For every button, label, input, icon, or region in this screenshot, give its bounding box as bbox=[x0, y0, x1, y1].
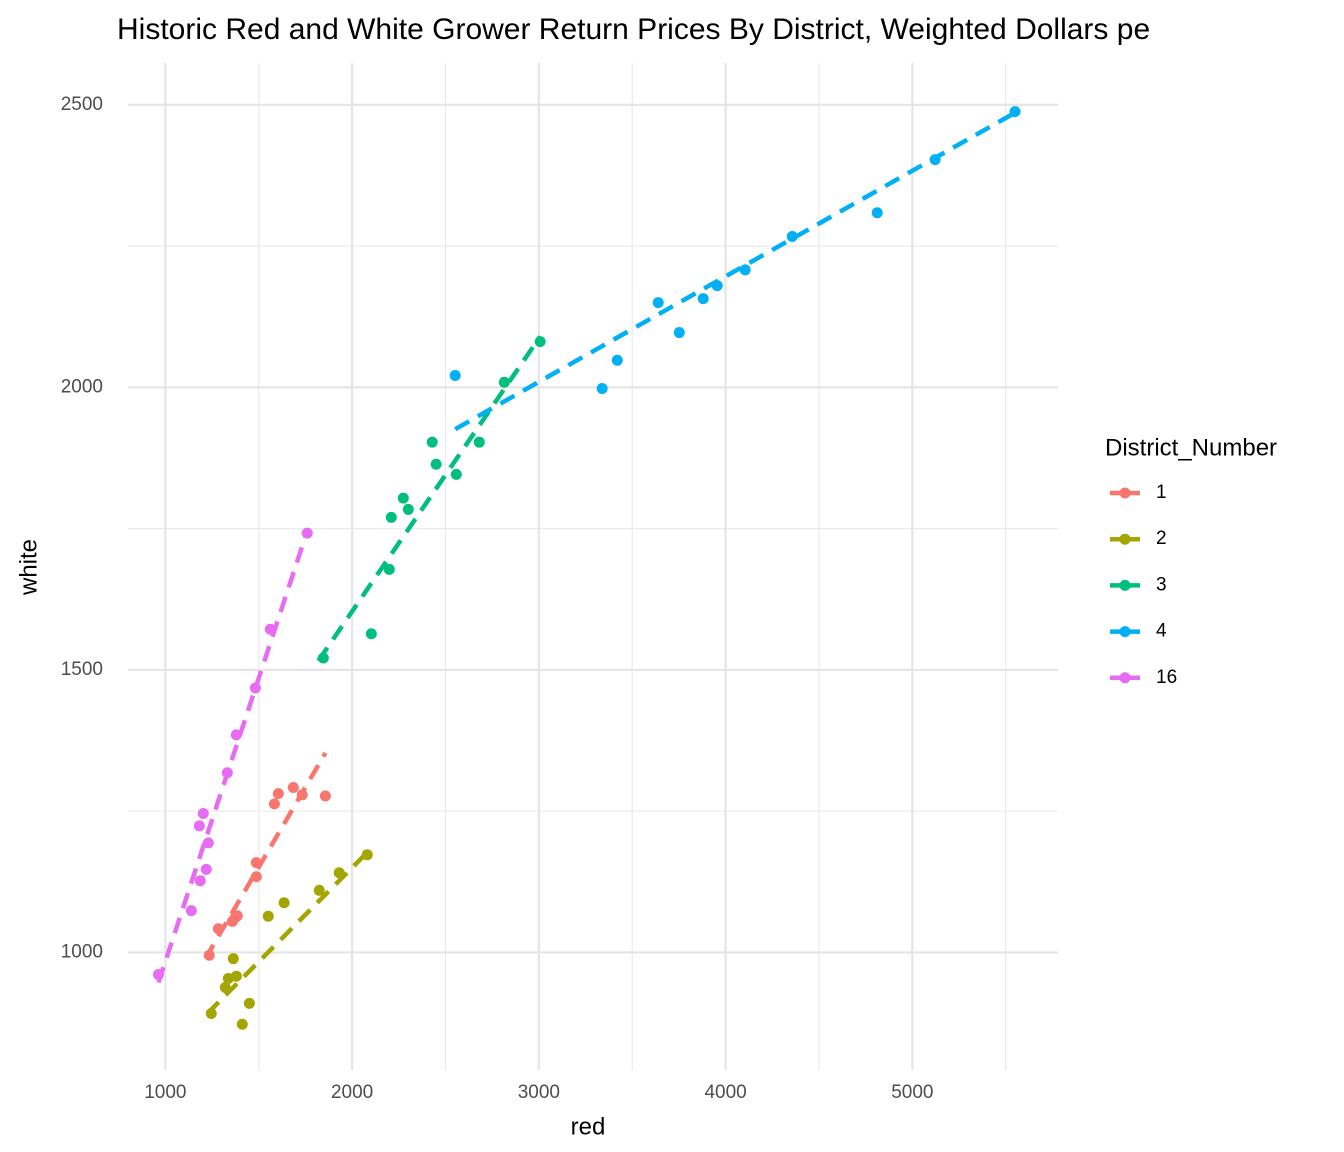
data-point bbox=[739, 264, 751, 276]
data-point bbox=[250, 857, 262, 869]
data-point bbox=[319, 790, 331, 802]
data-point bbox=[673, 327, 685, 339]
data-point bbox=[250, 871, 262, 883]
data-point bbox=[278, 897, 290, 909]
data-point bbox=[194, 875, 206, 887]
data-point bbox=[249, 682, 261, 694]
legend-key-point bbox=[1119, 533, 1131, 545]
y-tick-label: 1000 bbox=[61, 941, 103, 962]
data-point bbox=[871, 207, 883, 219]
data-point bbox=[221, 767, 233, 779]
data-point bbox=[534, 336, 546, 348]
data-point bbox=[652, 297, 664, 309]
data-point bbox=[264, 623, 276, 635]
legend-key-point bbox=[1119, 487, 1131, 499]
legend-label: 16 bbox=[1156, 667, 1177, 688]
data-point bbox=[200, 863, 212, 875]
data-point bbox=[711, 280, 723, 292]
legend-label: 4 bbox=[1156, 621, 1167, 642]
data-point bbox=[296, 789, 308, 801]
y-tick-label: 1500 bbox=[61, 659, 103, 680]
data-point bbox=[383, 563, 395, 575]
data-point bbox=[397, 492, 409, 504]
legend-label: 2 bbox=[1156, 528, 1167, 549]
data-point bbox=[236, 1018, 248, 1030]
data-point bbox=[227, 953, 239, 965]
legend-title: District_Number bbox=[1105, 434, 1277, 461]
data-point bbox=[230, 970, 242, 982]
legend-label: 3 bbox=[1156, 574, 1167, 595]
data-point bbox=[313, 884, 325, 896]
legend-label: 1 bbox=[1156, 482, 1167, 503]
data-point bbox=[205, 1007, 217, 1019]
data-point bbox=[287, 781, 299, 793]
data-point bbox=[365, 628, 377, 640]
trend-line bbox=[203, 751, 328, 960]
data-point bbox=[596, 382, 608, 394]
data-point bbox=[786, 230, 798, 242]
data-point bbox=[929, 154, 941, 166]
x-tick-label: 3000 bbox=[518, 1082, 560, 1103]
data-point bbox=[268, 798, 280, 810]
data-point bbox=[361, 849, 373, 861]
data-point bbox=[697, 293, 709, 305]
data-point bbox=[197, 807, 209, 819]
data-point bbox=[272, 788, 284, 800]
data-point bbox=[219, 981, 231, 993]
data-point bbox=[473, 436, 485, 448]
data-point bbox=[426, 436, 438, 448]
data-point bbox=[202, 837, 214, 849]
legend-key-point bbox=[1119, 626, 1131, 638]
x-tick-label: 4000 bbox=[704, 1082, 746, 1103]
data-point bbox=[1009, 106, 1021, 118]
x-tick-label: 1000 bbox=[144, 1082, 186, 1103]
x-tick-label: 2000 bbox=[331, 1082, 373, 1103]
y-tick-label: 2000 bbox=[61, 376, 103, 397]
data-point bbox=[449, 369, 461, 381]
y-axis-title: white bbox=[15, 539, 42, 596]
data-point bbox=[317, 652, 329, 664]
data-point bbox=[212, 923, 224, 935]
legend-key-point bbox=[1119, 579, 1131, 591]
data-point bbox=[185, 905, 197, 917]
data-point bbox=[152, 968, 164, 980]
data-point bbox=[193, 820, 205, 832]
x-tick-label: 5000 bbox=[891, 1082, 933, 1103]
data-point bbox=[498, 376, 510, 388]
data-point bbox=[229, 911, 241, 923]
data-point bbox=[262, 910, 274, 922]
data-point bbox=[385, 511, 397, 523]
data-point bbox=[611, 354, 623, 366]
legend-key-point bbox=[1119, 672, 1131, 684]
data-point bbox=[402, 503, 414, 515]
data-point bbox=[203, 949, 215, 961]
data-point bbox=[301, 527, 313, 539]
trend-line bbox=[156, 530, 310, 984]
x-axis-title: red bbox=[571, 1113, 606, 1140]
data-point bbox=[430, 458, 442, 470]
trend-line bbox=[205, 850, 369, 1016]
data-point bbox=[243, 997, 255, 1009]
data-point bbox=[230, 729, 242, 741]
trend-line bbox=[454, 110, 1017, 432]
y-tick-label: 2500 bbox=[61, 94, 103, 115]
trend-line bbox=[316, 335, 543, 663]
data-point bbox=[450, 468, 462, 480]
data-point bbox=[333, 867, 345, 879]
chart-title: Historic Red and White Grower Return Pri… bbox=[117, 13, 1150, 46]
